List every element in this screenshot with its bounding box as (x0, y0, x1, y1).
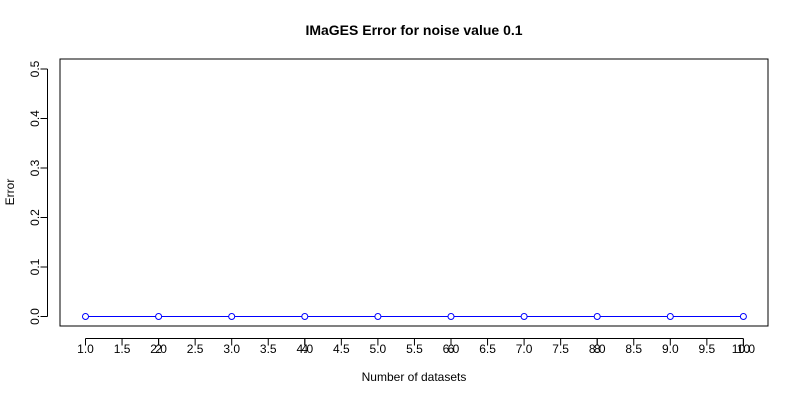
y-axis: 0.0 0.1 0.2 0.3 0.4 0.5 (28, 60, 48, 325)
x-tick-label: 4.5 (333, 342, 350, 356)
data-point (301, 313, 309, 320)
y-tick-label: 0.3 (28, 159, 42, 176)
y-tick-label: 0.4 (28, 110, 42, 127)
x-tick-label: 5.0 (370, 342, 387, 356)
y-tick-label: 0.2 (28, 209, 42, 226)
chart-title: IMaGES Error for noise value 0.1 (305, 22, 522, 38)
x-tick-label: 1.5 (114, 342, 131, 356)
x-tick-label-secondary: 10 (737, 342, 751, 356)
x-tick-label-secondary: 6 (448, 342, 455, 356)
x-tick-label: 4.0 (296, 342, 313, 356)
data-point (739, 313, 747, 320)
x-axis: 1.0 1.5 2.0 2.5 3.0 3.5 4.0 4.5 5.0 5.5 6.0 6.5 7.0 7… (77, 338, 756, 356)
x-tick-label-secondary: 2 (155, 342, 162, 356)
data-point (593, 313, 601, 320)
x-tick-label: 3.0 (223, 342, 240, 356)
x-tick-label: 7.5 (552, 342, 569, 356)
x-tick-label: 6.5 (479, 342, 496, 356)
x-tick-label: 1.0 (77, 342, 94, 356)
series-group (82, 313, 747, 320)
x-tick-label-secondary: 8 (594, 342, 601, 356)
data-point (228, 313, 236, 320)
x-tick-label: 3.5 (260, 342, 277, 356)
y-tick-label: 0.5 (28, 60, 42, 77)
x-tick-label: 5.5 (406, 342, 423, 356)
y-tick-label: 0.0 (28, 308, 42, 325)
x-tick-label-secondary: 4 (301, 342, 308, 356)
x-axis-label: Number of datasets (362, 370, 467, 384)
data-point (666, 313, 674, 320)
x-tick-label: 9.5 (699, 342, 716, 356)
x-tick-label: 8.0 (589, 342, 606, 356)
data-point (374, 313, 382, 320)
data-point (82, 313, 89, 320)
x-tick-label: 2.5 (187, 342, 204, 356)
data-point (520, 313, 528, 320)
data-point (155, 313, 163, 320)
data-point (447, 313, 455, 320)
x-tick-label: 10.0 (732, 342, 756, 356)
x-tick-label: 8.5 (625, 342, 642, 356)
x-tick-label: 7.0 (516, 342, 533, 356)
x-tick-label: 9.0 (662, 342, 679, 356)
y-tick-label: 0.1 (28, 258, 42, 275)
x-tick-label: 6.0 (443, 342, 460, 356)
y-axis-label: Error (3, 179, 17, 206)
x-tick-label: 2.0 (150, 342, 167, 356)
plot-frame (59, 58, 769, 327)
